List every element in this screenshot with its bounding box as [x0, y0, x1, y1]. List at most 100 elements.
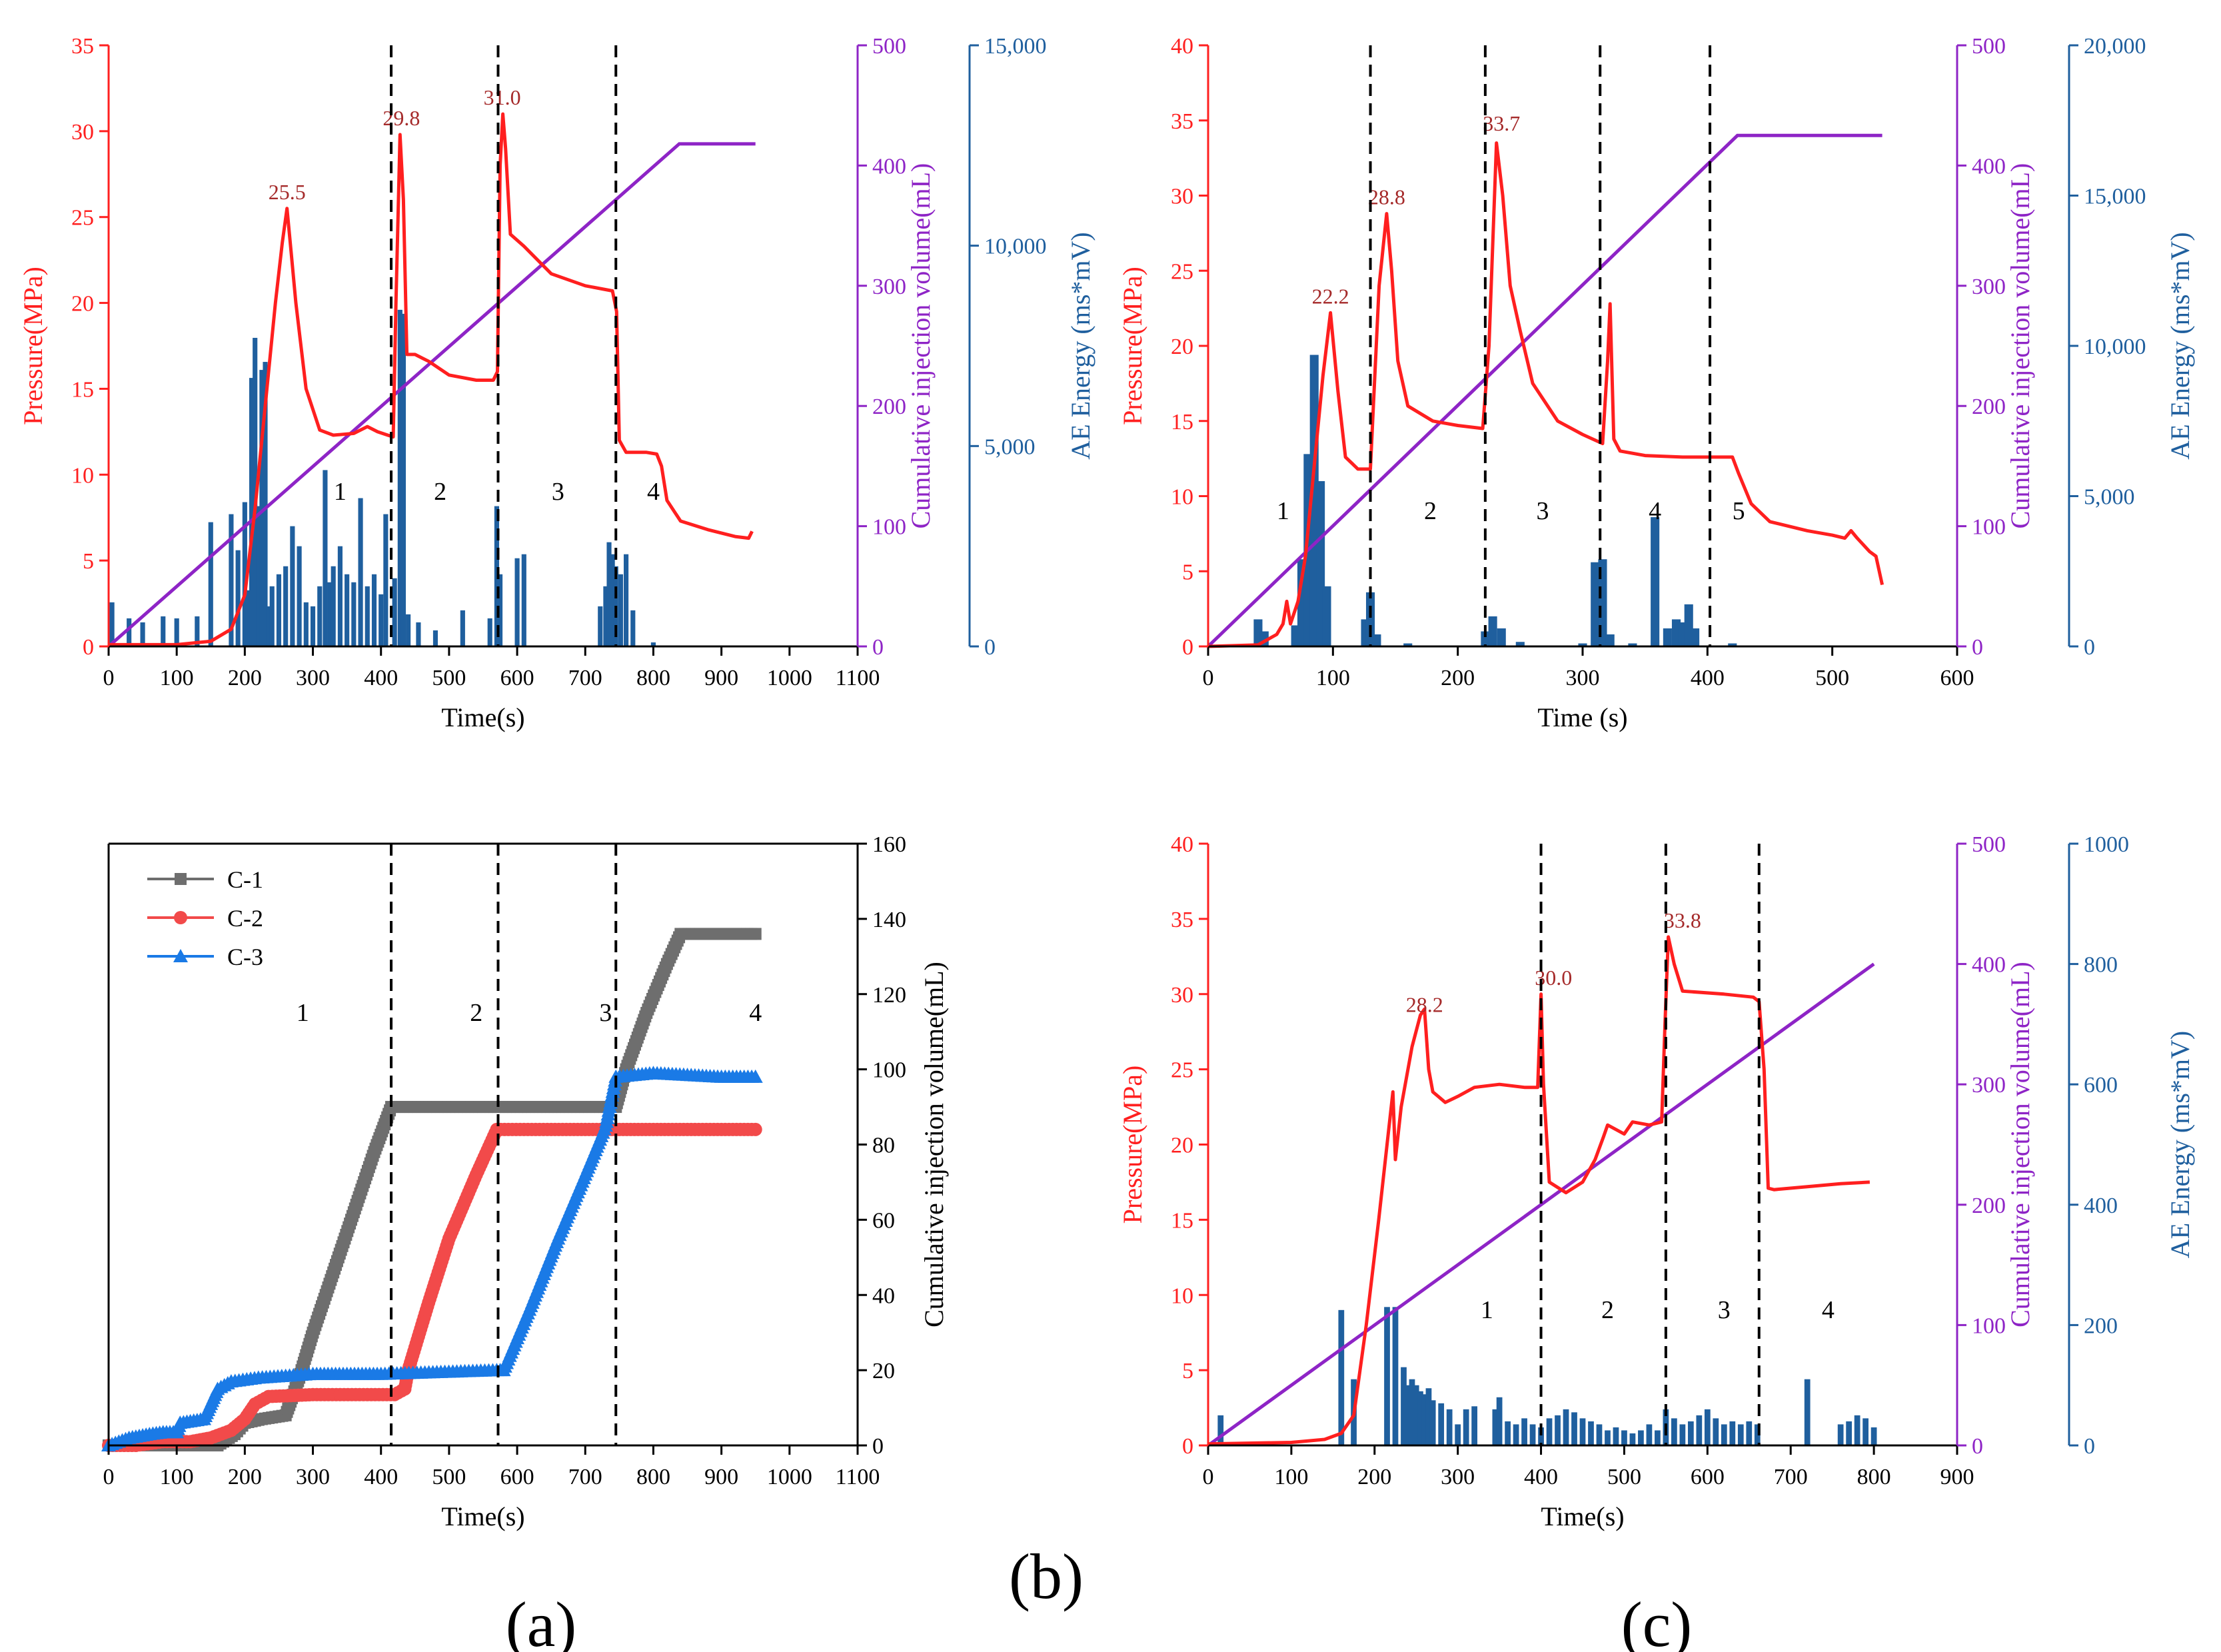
ae-energy-bar — [1463, 1409, 1469, 1445]
ae-energy-bar — [1417, 1391, 1423, 1445]
x-axis-label: Time (s) — [1537, 702, 1627, 732]
volume-axis-tick-label: 80 — [872, 1134, 895, 1158]
pressure-line — [109, 112, 754, 646]
ae-energy-bar — [1521, 1418, 1527, 1445]
ae-energy-bar — [1571, 1412, 1577, 1445]
left-tick-label: 5 — [1182, 1359, 1193, 1383]
ae-energy-bar — [323, 470, 328, 646]
left-tick-label: 35 — [71, 34, 94, 59]
ae-energy-bar — [1384, 1307, 1390, 1445]
volume-axis-tick-label: 200 — [1972, 1194, 2006, 1218]
volume-axis-tick-label: 500 — [1972, 34, 2006, 59]
left-tick-label: 20 — [1171, 335, 1193, 359]
ae-energy-bar — [229, 514, 234, 646]
peak-pressure-label: 33.8 — [1664, 908, 1701, 932]
left-tick-label: 0 — [1182, 635, 1193, 660]
ae-axis-tick-label: 0 — [984, 635, 996, 660]
x-tick-label: 100 — [1316, 666, 1350, 690]
left-tick-label: 30 — [1171, 983, 1193, 1008]
volume-axis-tick-label: 300 — [872, 275, 906, 299]
ae-energy-bar — [1372, 634, 1381, 646]
ae-axis-tick-label: 20,000 — [2084, 34, 2146, 59]
ae-axis-tick-label: 600 — [2084, 1073, 2118, 1098]
ae-energy-bar — [1638, 1430, 1644, 1445]
ae-energy-bar — [598, 606, 603, 646]
x-tick-label: 600 — [500, 666, 534, 690]
ae-energy-bar — [1392, 1307, 1399, 1445]
ae-energy-bar — [249, 378, 255, 646]
stage-number-label: 3 — [599, 999, 612, 1027]
x-tick-label: 0 — [1203, 1465, 1214, 1489]
ae-energy-bar — [174, 618, 179, 646]
volume-axis-tick-label: 300 — [1972, 275, 2006, 299]
ae-energy-bar — [1505, 1421, 1511, 1445]
stage-number-label: 1 — [297, 999, 309, 1027]
x-tick-label: 700 — [1774, 1465, 1808, 1489]
ae-energy-bar — [1746, 1421, 1753, 1445]
x-tick-label: 900 — [1940, 1465, 1974, 1489]
panel-c-chart: 28.230.033.81 2 3 40 100 200 300 400 500 600 700 80… — [1117, 832, 2195, 1531]
volume-axis-tick-label: 400 — [1972, 953, 2006, 978]
left-tick-label: 30 — [1171, 185, 1193, 209]
stage-number-label: 2 — [434, 478, 446, 506]
x-tick-label: 400 — [1691, 666, 1725, 690]
series-c-3 — [101, 1066, 763, 1451]
series-marker — [748, 1069, 763, 1083]
x-tick-label: 900 — [704, 666, 738, 690]
ae-energy-bar — [1409, 1379, 1415, 1445]
series-marker — [175, 873, 187, 885]
x-tick-label: 400 — [1524, 1465, 1558, 1489]
x-axis-label: Time(s) — [441, 702, 524, 732]
ae-energy-bar — [351, 582, 357, 646]
ae-energy-bar — [1671, 1418, 1677, 1445]
ae-energy-bar — [358, 498, 363, 646]
x-tick-label: 300 — [1566, 666, 1600, 690]
volume-axis-tick-label: 60 — [872, 1208, 895, 1233]
ae-energy-bar — [1621, 1430, 1627, 1445]
left-tick-label: 25 — [71, 206, 94, 231]
ae-energy-bar — [1646, 1424, 1653, 1445]
ae-energy-bar — [259, 370, 265, 646]
panel-label-b: (b) — [1009, 1541, 1084, 1612]
left-tick-label: 20 — [1171, 1134, 1193, 1158]
x-tick-label: 500 — [432, 666, 466, 690]
ae-energy-bar — [1429, 1400, 1436, 1445]
ae-energy-bar — [1529, 1424, 1536, 1445]
x-tick-label: 0 — [103, 1465, 115, 1489]
ae-energy-bar — [1555, 1415, 1561, 1445]
volume-axis-tick-label: 500 — [872, 34, 906, 59]
ae-energy-bar — [365, 586, 370, 646]
left-tick-label: 15 — [1171, 410, 1193, 434]
stage-number-label: 3 — [1718, 1296, 1731, 1324]
ae-energy-bar — [266, 606, 271, 646]
left-tick-label: 40 — [1171, 34, 1193, 59]
x-tick-label: 300 — [1441, 1465, 1475, 1489]
peak-pressure-label: 28.8 — [1368, 185, 1405, 209]
volume-axis-tick-label: 40 — [872, 1283, 895, 1308]
volume-axis-tick-label: 100 — [1972, 1313, 2006, 1338]
ae-energy-bar — [624, 554, 629, 646]
ae-energy-bar — [514, 558, 520, 646]
ae-energy-bar — [1862, 1418, 1868, 1445]
ae-energy-bar — [1579, 1418, 1586, 1445]
ae-energy-bar — [1663, 628, 1672, 646]
x-tick-label: 200 — [1357, 1465, 1391, 1489]
injection-volume-line — [1207, 133, 1882, 648]
ae-energy-bar — [1598, 559, 1607, 646]
ae-energy-bar — [610, 554, 615, 646]
panel-label-c: (c) — [1621, 1589, 1693, 1652]
volume-axis-tick-label: 100 — [872, 1058, 906, 1083]
volume-axis-tick-label: 200 — [1972, 395, 2006, 419]
stage-number-label: 4 — [749, 999, 762, 1027]
ae-axis-tick-label: 5,000 — [984, 434, 1036, 459]
stage-number-label: 4 — [1649, 497, 1661, 525]
ae-energy-bar — [378, 594, 384, 646]
stage-number-label: 3 — [1537, 497, 1549, 525]
ae-energy-bar — [109, 602, 115, 646]
ae-energy-bar — [603, 586, 608, 646]
ae-energy-bar — [432, 630, 438, 646]
ae-energy-bar — [1322, 586, 1331, 646]
ae-axis-tick-label: 10,000 — [984, 235, 1047, 259]
ae-energy-bar — [253, 337, 258, 646]
x-tick-label: 500 — [1815, 666, 1849, 690]
